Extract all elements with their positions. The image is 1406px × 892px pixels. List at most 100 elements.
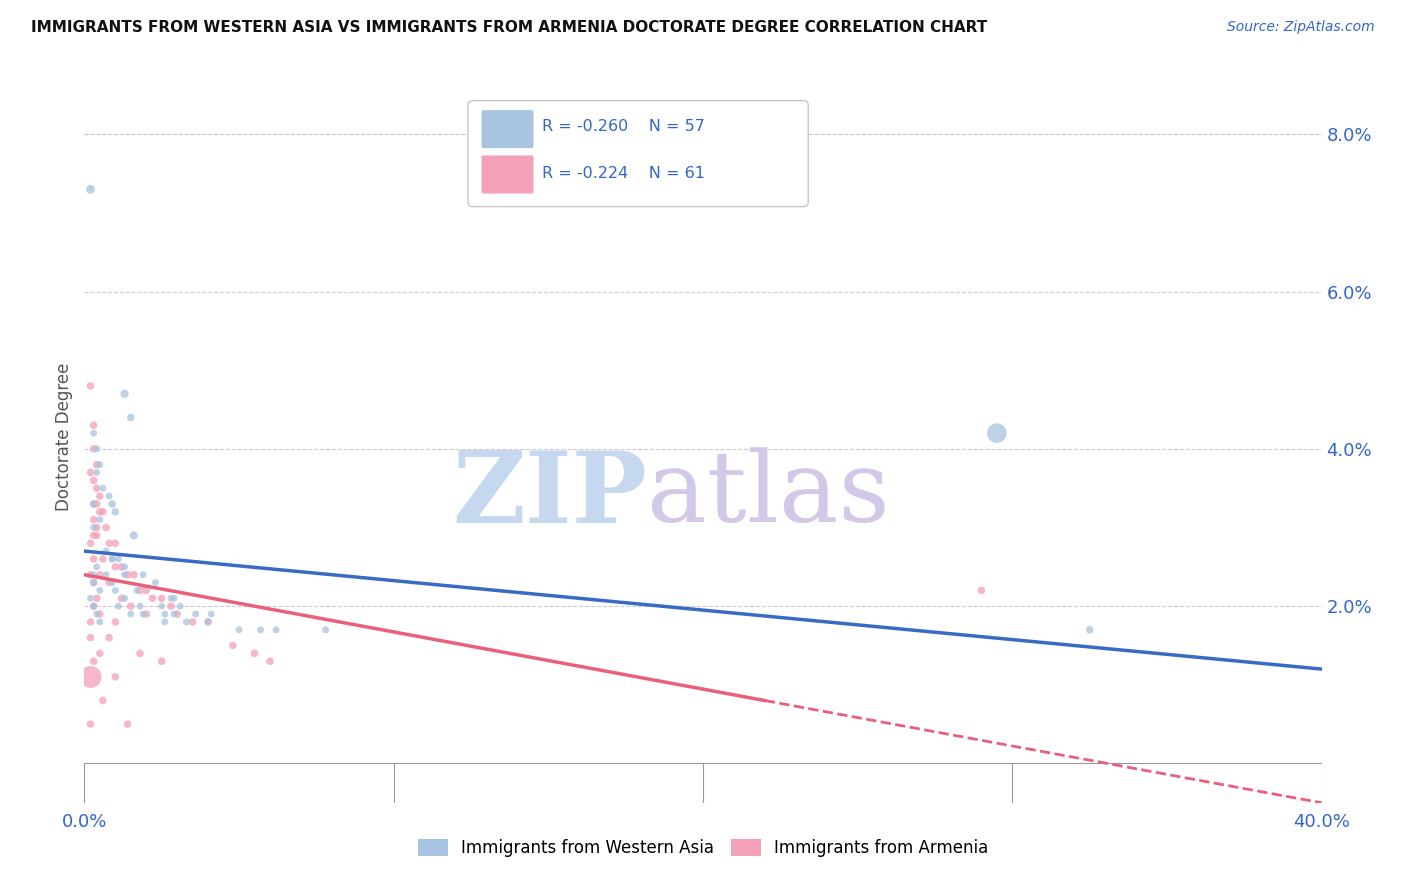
- Point: [89, 513, 111, 527]
- Point: [107, 599, 129, 614]
- Point: [141, 591, 163, 606]
- Point: [83, 575, 105, 590]
- Point: [166, 607, 188, 621]
- Point: [104, 615, 127, 629]
- Point: [79, 466, 101, 480]
- Point: [83, 513, 105, 527]
- Point: [132, 567, 155, 582]
- Point: [79, 615, 101, 629]
- Point: [986, 426, 1008, 441]
- Point: [91, 693, 114, 707]
- Point: [86, 528, 108, 542]
- Point: [101, 575, 124, 590]
- Point: [114, 559, 136, 574]
- Point: [970, 583, 993, 598]
- Point: [98, 536, 121, 550]
- Text: IMMIGRANTS FROM WESTERN ASIA VS IMMIGRANTS FROM ARMENIA DOCTORATE DEGREE CORRELA: IMMIGRANTS FROM WESTERN ASIA VS IMMIGRAN…: [31, 20, 987, 35]
- Point: [110, 559, 132, 574]
- Point: [315, 623, 337, 637]
- Point: [86, 466, 108, 480]
- Point: [150, 654, 173, 668]
- Point: [89, 567, 111, 582]
- Point: [79, 379, 101, 393]
- Point: [150, 599, 173, 614]
- Point: [153, 615, 176, 629]
- Point: [176, 615, 198, 629]
- Text: R = -0.260    N = 57: R = -0.260 N = 57: [543, 119, 704, 134]
- Point: [122, 528, 145, 542]
- Point: [83, 528, 105, 542]
- Point: [98, 575, 121, 590]
- Point: [129, 583, 152, 598]
- Point: [104, 505, 127, 519]
- Point: [83, 442, 105, 456]
- Y-axis label: Doctorate Degree: Doctorate Degree: [55, 363, 73, 511]
- Point: [197, 615, 219, 629]
- Point: [86, 442, 108, 456]
- FancyBboxPatch shape: [468, 101, 808, 207]
- Point: [89, 607, 111, 621]
- Point: [200, 607, 222, 621]
- Point: [94, 544, 117, 558]
- Point: [79, 717, 101, 731]
- Point: [91, 552, 114, 566]
- Point: [83, 426, 105, 441]
- Point: [86, 497, 108, 511]
- Point: [79, 567, 101, 582]
- Point: [132, 607, 155, 621]
- Point: [249, 623, 271, 637]
- Text: ZIP: ZIP: [453, 447, 647, 544]
- Point: [86, 559, 108, 574]
- Point: [110, 591, 132, 606]
- Point: [107, 552, 129, 566]
- Point: [163, 607, 186, 621]
- Point: [125, 583, 148, 598]
- Point: [222, 639, 245, 653]
- Point: [160, 599, 183, 614]
- Point: [104, 559, 127, 574]
- Point: [101, 497, 124, 511]
- Point: [243, 646, 266, 660]
- Point: [83, 599, 105, 614]
- Point: [122, 567, 145, 582]
- Point: [79, 631, 101, 645]
- Point: [79, 670, 101, 684]
- Point: [150, 591, 173, 606]
- Point: [104, 670, 127, 684]
- Point: [264, 623, 287, 637]
- Point: [83, 552, 105, 566]
- Text: R = -0.224    N = 61: R = -0.224 N = 61: [543, 166, 706, 180]
- Point: [101, 552, 124, 566]
- Point: [86, 458, 108, 472]
- Point: [89, 505, 111, 519]
- Point: [181, 615, 204, 629]
- Point: [160, 591, 183, 606]
- Point: [79, 591, 101, 606]
- Point: [197, 615, 219, 629]
- Point: [259, 654, 281, 668]
- Point: [117, 567, 139, 582]
- Point: [83, 473, 105, 487]
- Point: [79, 536, 101, 550]
- Point: [86, 591, 108, 606]
- Point: [91, 505, 114, 519]
- Point: [83, 567, 105, 582]
- Point: [114, 591, 136, 606]
- Point: [83, 497, 105, 511]
- Point: [117, 717, 139, 731]
- Point: [98, 631, 121, 645]
- Point: [83, 418, 105, 433]
- Point: [129, 599, 152, 614]
- Point: [86, 607, 108, 621]
- Point: [153, 607, 176, 621]
- Point: [101, 552, 124, 566]
- FancyBboxPatch shape: [481, 155, 533, 194]
- Point: [163, 591, 186, 606]
- Point: [135, 583, 157, 598]
- Point: [94, 567, 117, 582]
- Point: [169, 599, 191, 614]
- Point: [86, 481, 108, 495]
- Point: [135, 607, 157, 621]
- Point: [89, 583, 111, 598]
- Point: [1078, 623, 1101, 637]
